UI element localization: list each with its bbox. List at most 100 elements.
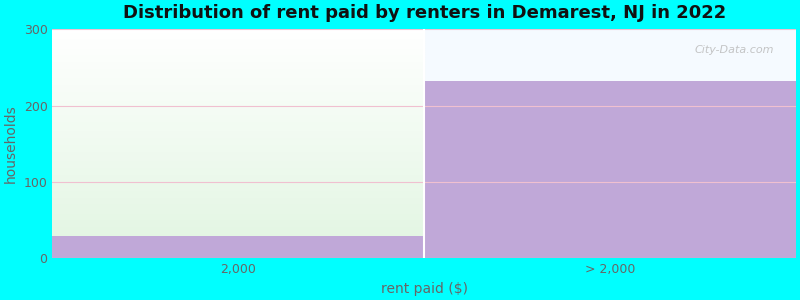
Bar — [53, 68, 424, 70]
Title: Distribution of rent paid by renters in Demarest, NJ in 2022: Distribution of rent paid by renters in … — [122, 4, 726, 22]
Bar — [424, 81, 796, 258]
Bar — [53, 100, 424, 103]
Bar — [53, 107, 424, 110]
Bar — [53, 103, 424, 105]
Bar — [53, 153, 424, 155]
Bar — [53, 213, 424, 215]
Bar — [53, 132, 424, 135]
Bar — [53, 185, 424, 188]
Bar — [53, 201, 424, 203]
Bar — [53, 171, 424, 174]
Bar — [53, 57, 424, 59]
Bar — [53, 233, 424, 236]
Bar — [53, 75, 424, 77]
Bar — [53, 116, 424, 119]
Bar — [53, 210, 424, 213]
Bar — [53, 162, 424, 164]
Bar — [53, 29, 424, 32]
Bar — [53, 203, 424, 206]
Text: City-Data.com: City-Data.com — [694, 45, 774, 55]
Bar — [53, 32, 424, 34]
Bar — [53, 224, 424, 226]
Bar — [53, 160, 424, 162]
Bar — [53, 206, 424, 208]
Bar — [53, 167, 424, 169]
Bar — [53, 34, 424, 36]
Bar — [53, 254, 424, 256]
Bar — [53, 229, 424, 231]
Bar — [53, 130, 424, 132]
Bar — [53, 114, 424, 116]
Bar — [53, 146, 424, 148]
Bar — [53, 112, 424, 114]
Bar — [53, 118, 424, 121]
Bar — [53, 50, 424, 52]
Bar — [53, 93, 424, 96]
Bar — [53, 77, 424, 80]
Bar — [53, 55, 424, 57]
Bar — [53, 151, 424, 153]
Bar — [53, 84, 424, 87]
Bar — [53, 87, 424, 89]
Y-axis label: households: households — [4, 104, 18, 183]
Bar — [53, 128, 424, 130]
Bar — [53, 110, 424, 112]
Bar — [53, 137, 424, 139]
Bar — [53, 80, 424, 82]
Bar — [53, 66, 424, 68]
Bar — [53, 82, 424, 84]
Bar — [53, 61, 424, 64]
Bar — [53, 251, 424, 254]
Bar — [53, 178, 424, 181]
Bar — [53, 245, 424, 247]
Bar — [53, 52, 424, 55]
Bar — [53, 155, 424, 158]
Bar — [53, 142, 424, 144]
Bar — [53, 217, 424, 220]
Bar — [53, 158, 424, 160]
Bar — [53, 38, 424, 41]
Bar — [53, 125, 424, 128]
Bar — [53, 194, 424, 196]
Bar — [53, 231, 424, 233]
Bar — [53, 169, 424, 171]
Bar — [53, 164, 424, 167]
Bar — [53, 208, 424, 210]
Bar — [53, 188, 424, 190]
Bar — [53, 249, 424, 251]
Bar — [53, 174, 424, 176]
Bar — [53, 199, 424, 201]
Bar — [53, 36, 424, 38]
Bar — [53, 121, 424, 123]
Bar — [53, 222, 424, 224]
Bar — [53, 123, 424, 125]
Bar — [53, 192, 424, 194]
Bar — [53, 73, 424, 75]
Bar — [53, 98, 424, 100]
Bar — [53, 176, 424, 178]
Bar — [53, 89, 424, 91]
Bar — [53, 196, 424, 199]
Bar — [53, 70, 424, 73]
Bar — [53, 236, 424, 258]
Bar — [53, 190, 424, 192]
Bar — [53, 242, 424, 245]
Bar — [53, 148, 424, 151]
Bar — [53, 135, 424, 137]
Bar — [53, 144, 424, 146]
Bar — [53, 59, 424, 61]
Bar — [53, 43, 424, 45]
Bar — [53, 236, 424, 238]
Bar — [53, 48, 424, 50]
X-axis label: rent paid ($): rent paid ($) — [381, 282, 468, 296]
Bar — [53, 139, 424, 142]
Bar — [53, 215, 424, 217]
Bar — [53, 41, 424, 43]
Bar — [53, 220, 424, 222]
Bar — [53, 181, 424, 183]
Bar — [53, 183, 424, 185]
Bar — [53, 96, 424, 98]
Bar — [53, 226, 424, 229]
Bar — [53, 105, 424, 107]
Bar — [53, 256, 424, 258]
